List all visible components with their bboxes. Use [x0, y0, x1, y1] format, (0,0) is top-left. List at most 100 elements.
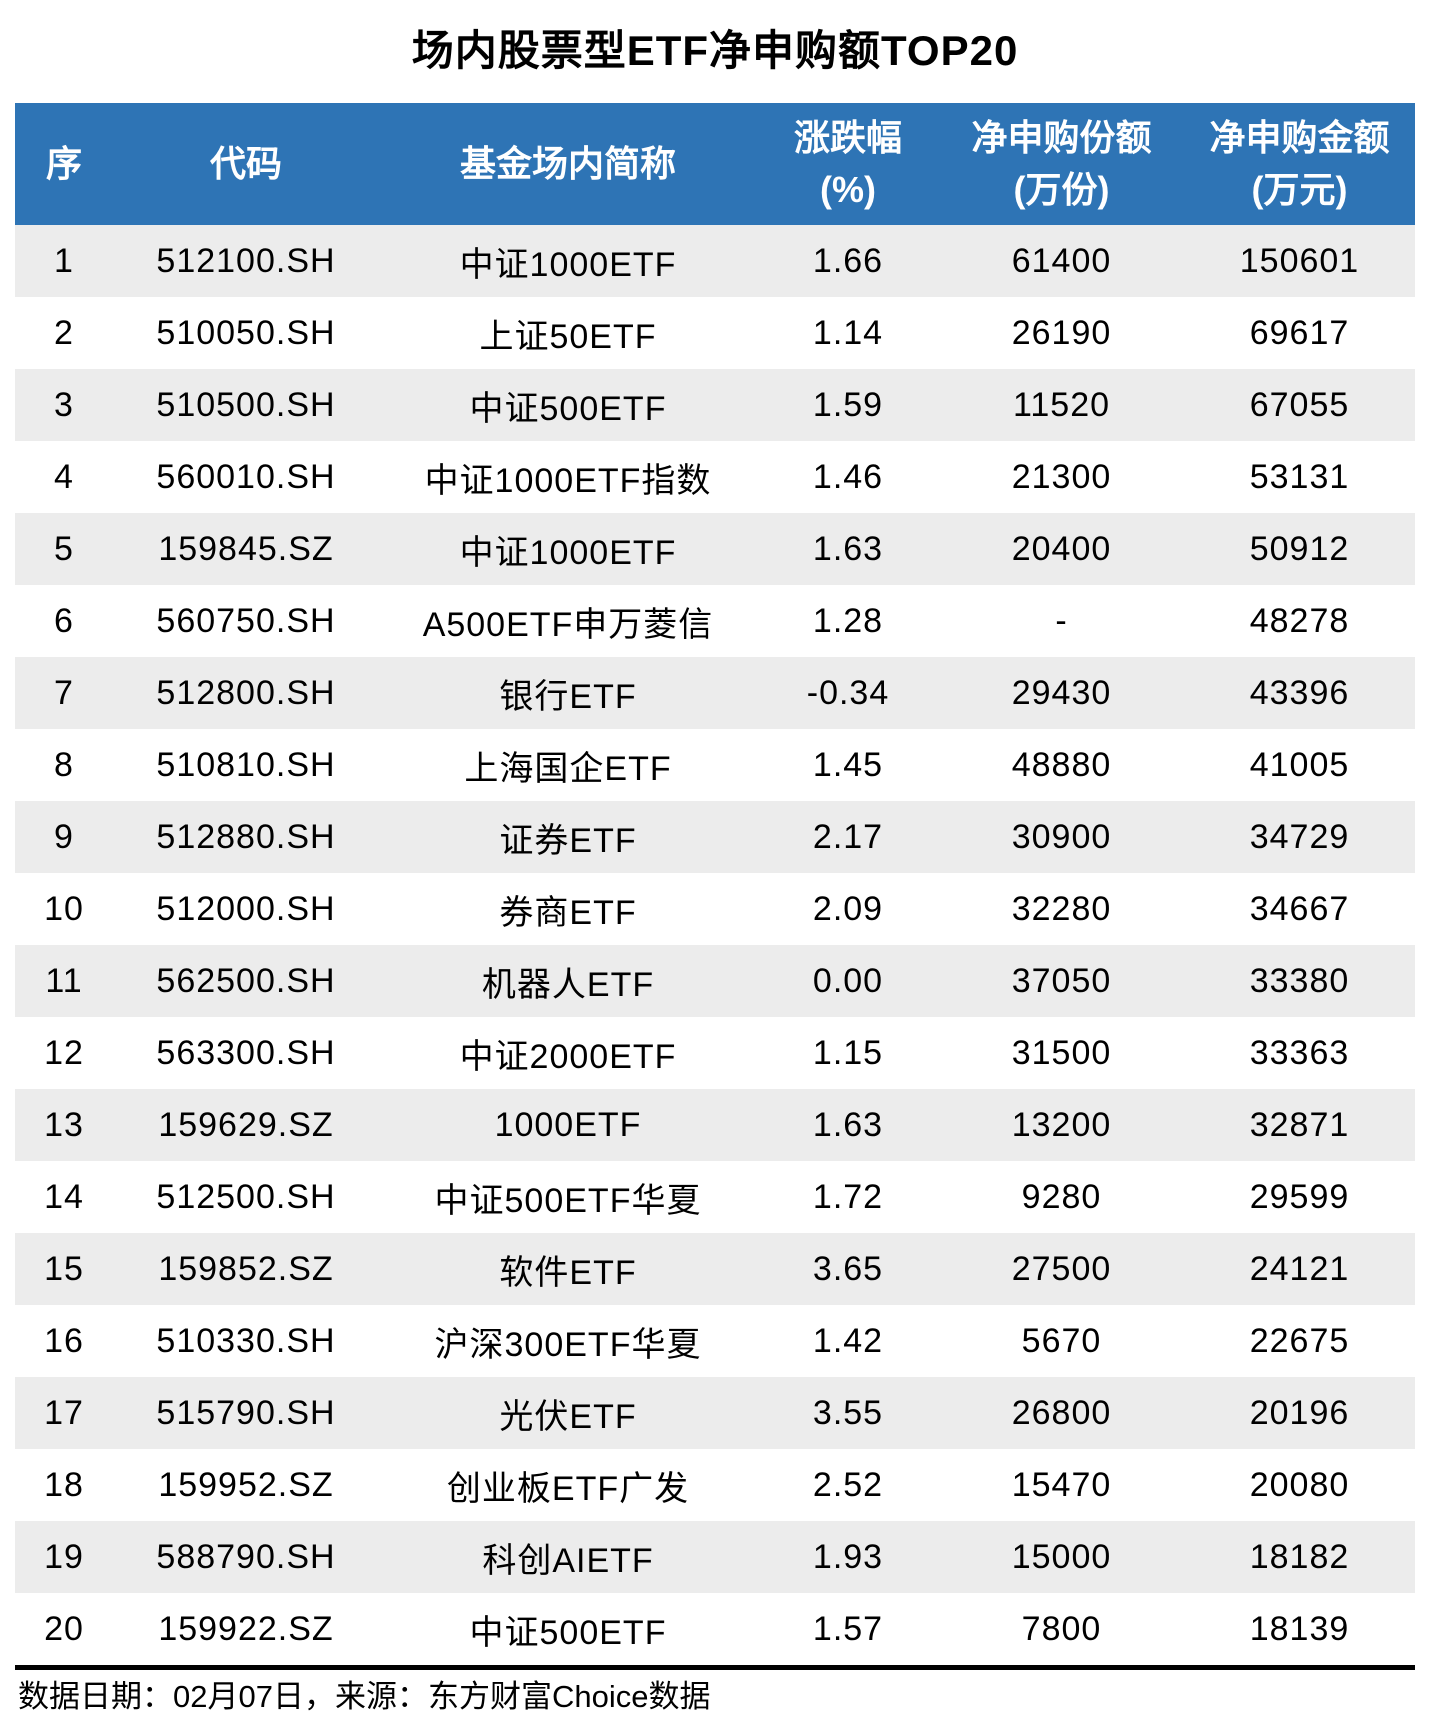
change-cell: 2.52: [812, 1465, 884, 1504]
change-cell: 0.00: [812, 961, 884, 1000]
name-cell: 中证1000ETF: [459, 245, 677, 284]
table-row: 4 560010.SH 中证1000ETF指数 1.46 21300 53131: [15, 441, 1415, 513]
rank-cell: 1: [54, 241, 74, 280]
code-cell: 159629.SZ: [158, 1105, 334, 1144]
shares-cell: 7800: [1021, 1609, 1102, 1648]
code-cell: 560010.SH: [156, 457, 336, 496]
table-header: 序 代码 基金场内简称 涨跌幅 (%): [15, 103, 1415, 225]
data-source-note: 数据日期：02月07日，来源：东方财富Choice数据: [18, 1679, 711, 1714]
table-row: 6 560750.SH A500ETF申万菱信 1.28 - 48278: [15, 585, 1415, 657]
change-cell: 1.46: [812, 457, 884, 496]
code-cell: 510500.SH: [156, 385, 336, 424]
table-row: 5 159845.SZ 中证1000ETF 1.63 20400 50912: [15, 513, 1415, 585]
amount-cell: 43396: [1249, 673, 1350, 712]
rank-cell: 11: [45, 961, 83, 1000]
amount-cell: 18182: [1249, 1537, 1350, 1576]
table-row: 12 563300.SH 中证2000ETF 1.15 31500 33363: [15, 1017, 1415, 1089]
shares-cell: 27500: [1011, 1249, 1112, 1288]
name-cell: 上证50ETF: [479, 317, 657, 356]
amount-cell: 29599: [1249, 1177, 1350, 1216]
rank-cell: 13: [44, 1105, 84, 1144]
header-cell-name: 基金场内简称: [379, 103, 757, 225]
shares-cell: 30900: [1011, 817, 1112, 856]
shares-cell: 11520: [1012, 385, 1111, 424]
table-row: 19 588790.SH 科创AIETF 1.93 15000 18182: [15, 1521, 1415, 1593]
rank-cell: 20: [44, 1609, 84, 1648]
rank-cell: 6: [54, 601, 74, 640]
shares-cell: 21300: [1011, 457, 1112, 496]
header-label: 净申购金额: [1209, 116, 1390, 158]
table-row: 13 159629.SZ 1000ETF 1.63 13200 32871: [15, 1089, 1415, 1161]
name-cell: 券商ETF: [499, 893, 637, 932]
shares-cell: 29430: [1011, 673, 1112, 712]
change-cell: 2.09: [812, 889, 884, 928]
shares-cell: 32280: [1011, 889, 1112, 928]
name-cell: 科创AIETF: [482, 1541, 654, 1580]
name-cell: 上海国企ETF: [464, 749, 672, 788]
table-bottom-rule: [15, 1665, 1415, 1670]
name-cell: 光伏ETF: [499, 1397, 637, 1436]
header-sublabel: (%): [820, 169, 876, 210]
name-cell: 机器人ETF: [481, 965, 655, 1004]
code-cell: 588790.SH: [156, 1537, 336, 1576]
rank-cell: 2: [54, 313, 74, 352]
table-body: 1 512100.SH 中证1000ETF 1.66 61400 150601 2 51005…: [15, 225, 1415, 1665]
code-cell: 562500.SH: [156, 961, 336, 1000]
amount-cell: 48278: [1249, 601, 1350, 640]
header-row: 序 代码 基金场内简称 涨跌幅 (%): [15, 103, 1415, 225]
table-row: 1 512100.SH 中证1000ETF 1.66 61400 150601: [15, 225, 1415, 297]
table-row: 9 512880.SH 证券ETF 2.17 30900 34729: [15, 801, 1415, 873]
page-title: 场内股票型ETF净申购额TOP20: [411, 27, 1019, 74]
amount-cell: 41005: [1249, 745, 1350, 784]
shares-cell: 48880: [1011, 745, 1112, 784]
name-cell: 软件ETF: [499, 1253, 637, 1292]
change-cell: 1.45: [812, 745, 884, 784]
table-row: 14 512500.SH 中证500ETF华夏 1.72 9280 29599: [15, 1161, 1415, 1233]
rank-cell: 17: [44, 1393, 84, 1432]
shares-cell: 26190: [1011, 313, 1112, 352]
etf-table-wrap: 序 代码 基金场内简称 涨跌幅 (%): [15, 103, 1415, 1665]
amount-cell: 33380: [1249, 961, 1350, 1000]
change-cell: 1.42: [812, 1321, 884, 1360]
change-cell: 1.57: [812, 1609, 884, 1648]
amount-cell: 69617: [1249, 313, 1350, 352]
code-cell: 512880.SH: [156, 817, 336, 856]
code-cell: 512000.SH: [156, 889, 336, 928]
amount-cell: 32871: [1249, 1105, 1350, 1144]
amount-cell: 34667: [1249, 889, 1350, 928]
table-row: 15 159852.SZ 软件ETF 3.65 27500 24121: [15, 1233, 1415, 1305]
rank-cell: 7: [54, 673, 74, 712]
code-cell: 563300.SH: [156, 1033, 336, 1072]
rank-cell: 12: [44, 1033, 84, 1072]
shares-cell: 26800: [1011, 1393, 1112, 1432]
rank-cell: 10: [44, 889, 84, 928]
shares-cell: 9280: [1021, 1177, 1102, 1216]
shares-cell: -: [1055, 601, 1068, 640]
code-cell: 560750.SH: [156, 601, 336, 640]
change-cell: 1.93: [812, 1537, 884, 1576]
table-row: 16 510330.SH 沪深300ETF华夏 1.42 5670 22675: [15, 1305, 1415, 1377]
name-cell: 创业板ETF广发: [446, 1469, 690, 1508]
amount-cell: 53131: [1249, 457, 1350, 496]
header-label: 涨跌幅: [793, 116, 902, 158]
amount-cell: 24121: [1249, 1249, 1350, 1288]
table-row: 17 515790.SH 光伏ETF 3.55 26800 20196: [15, 1377, 1415, 1449]
rank-cell: 14: [44, 1177, 84, 1216]
header-label: 代码: [209, 142, 282, 184]
code-cell: 159922.SZ: [158, 1609, 334, 1648]
name-cell: 中证1000ETF: [459, 533, 677, 572]
name-cell: 中证500ETF华夏: [434, 1181, 702, 1220]
shares-cell: 61400: [1011, 241, 1112, 280]
table-row: 20 159922.SZ 中证500ETF 1.57 7800 18139: [15, 1593, 1415, 1665]
name-cell: 中证500ETF: [469, 389, 667, 428]
amount-cell: 22675: [1249, 1321, 1350, 1360]
code-cell: 159952.SZ: [158, 1465, 334, 1504]
header-sublabel: (万元): [1251, 169, 1348, 210]
header-label: 基金场内简称: [459, 142, 676, 184]
change-cell: 3.55: [812, 1393, 884, 1432]
code-cell: 510050.SH: [156, 313, 336, 352]
code-cell: 159845.SZ: [158, 529, 334, 568]
code-cell: 510330.SH: [156, 1321, 336, 1360]
rank-cell: 15: [44, 1249, 84, 1288]
table-row: 10 512000.SH 券商ETF 2.09 32280 34667: [15, 873, 1415, 945]
